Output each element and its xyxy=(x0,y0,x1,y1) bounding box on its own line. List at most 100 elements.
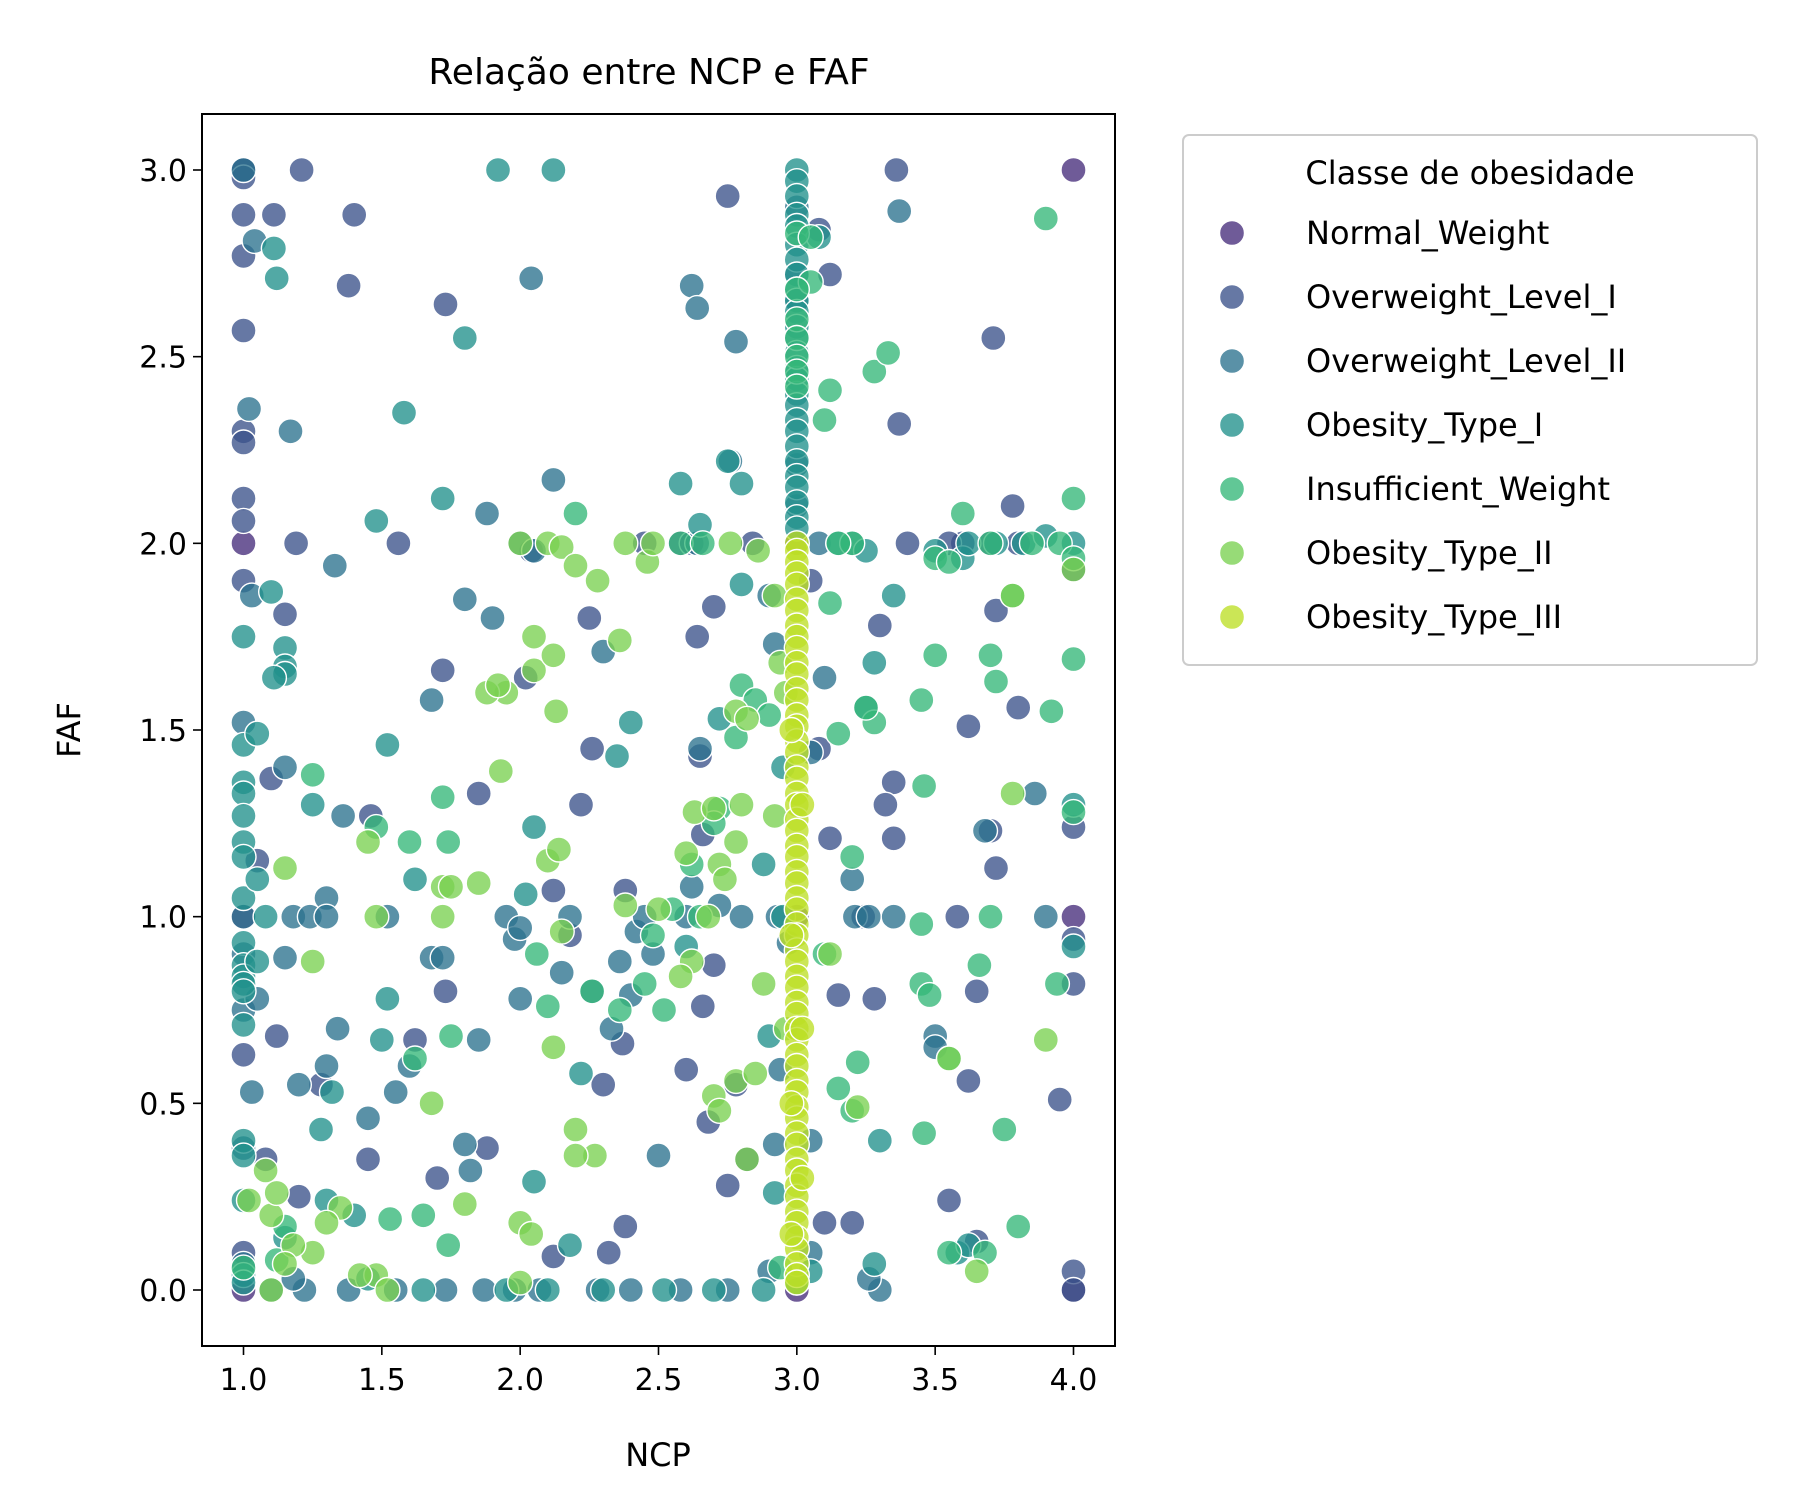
point-Insufficient_Weight-77 xyxy=(376,1205,404,1233)
point-Overweight_Level_I-48 xyxy=(944,903,971,930)
point-Overweight_Level_I-89 xyxy=(540,877,567,904)
point-Obesity_Type_I-2 xyxy=(260,235,288,262)
x-tick-label-5: 3.5 xyxy=(911,1363,959,1398)
point-Obesity_Type_II-84 xyxy=(374,1276,401,1304)
point-Obesity_Type_I-65 xyxy=(374,731,401,759)
point-Overweight_Level_II-55 xyxy=(678,873,705,900)
point-Obesity_Type_I-51 xyxy=(230,978,257,1005)
point-Overweight_Level_I-78 xyxy=(714,1172,741,1199)
legend-items: Normal_Weight Overweight_Level_I Overweigh… xyxy=(1218,214,1626,636)
point-Obesity_Type_II-34 xyxy=(518,1220,545,1248)
legend-marker-Obesity_Type_III xyxy=(1218,603,1246,631)
point-Overweight_Level_I-31 xyxy=(886,410,913,438)
point-Obesity_Type_II-11 xyxy=(520,657,548,684)
point-Obesity_Type_II-44 xyxy=(258,1276,285,1304)
point-Insufficient_Weight-25 xyxy=(1038,698,1065,725)
point-Overweight_Level_II-90 xyxy=(1032,903,1060,930)
point-Overweight_Level_I-82 xyxy=(590,1071,617,1098)
series-Obesity_Type_II xyxy=(235,530,1087,1304)
point-Insufficient_Weight-46 xyxy=(966,952,993,979)
point-Obesity_Type_I-58 xyxy=(244,866,271,893)
point-Overweight_Level_II-28 xyxy=(451,1131,478,1158)
point-Obesity_Type_II-65 xyxy=(733,1146,761,1173)
point-Obesity_Type_I-116 xyxy=(556,1231,584,1259)
x-tick-label-3: 2.5 xyxy=(635,1363,683,1398)
point-Obesity_Type_I-0 xyxy=(484,156,512,184)
point-Overweight_Level_II-38 xyxy=(507,914,534,942)
point-Obesity_Type_I-45 xyxy=(230,843,257,871)
point-Obesity_Type_II-10 xyxy=(520,623,548,650)
point-Obesity_Type_II-3 xyxy=(562,552,589,579)
point-Overweight_Level_I-51 xyxy=(963,978,990,1005)
point-Obesity_Type_I-92 xyxy=(512,881,539,908)
point-Obesity_Type_II-32 xyxy=(562,1142,589,1169)
point-Insufficient_Weight-47 xyxy=(977,903,1004,930)
point-Obesity_Type_II-56 xyxy=(728,791,755,818)
point-Overweight_Level_I-24 xyxy=(432,978,459,1005)
point-Overweight_Level_II-14 xyxy=(271,944,299,971)
x-axis-label: NCP xyxy=(625,1436,691,1474)
point-Obesity_Type_I-43 xyxy=(230,802,257,830)
point-Obesity_Type_II-8 xyxy=(639,530,667,557)
point-Overweight_Level_II-37 xyxy=(507,985,534,1012)
point-Obesity_Type_II-22 xyxy=(437,873,465,900)
point-Obesity_Type_I-70 xyxy=(429,485,456,512)
point-Overweight_Level_II-31 xyxy=(471,1276,498,1304)
point-Insufficient_Weight-75 xyxy=(435,1231,462,1259)
point-Overweight_Level_II-17 xyxy=(324,1015,351,1042)
point-Overweight_Level_I-44 xyxy=(872,791,899,818)
point-Obesity_Type_III-59 xyxy=(778,716,805,744)
legend-label-Normal_Weight: Normal_Weight xyxy=(1306,214,1549,252)
point-Obesity_Type_II-28 xyxy=(548,918,575,945)
point-Insufficient_Weight-69 xyxy=(523,940,550,968)
point-Overweight_Level_II-89 xyxy=(1021,780,1049,807)
point-Overweight_Level_II-21 xyxy=(313,903,340,930)
point-Insufficient_Weight-76 xyxy=(410,1202,437,1229)
point-Obesity_Type_I-114 xyxy=(861,1250,888,1278)
point-Obesity_Type_II-76 xyxy=(844,1093,871,1121)
legend-marker-Obesity_Type_II xyxy=(1218,539,1246,567)
point-Insufficient_Weight-42 xyxy=(935,1239,963,1266)
legend-frame xyxy=(1182,134,1758,666)
point-Obesity_Type_III-65 xyxy=(789,1164,816,1192)
point-Overweight_Level_II-25 xyxy=(418,686,445,714)
point-Obesity_Type_II-80 xyxy=(999,582,1026,609)
point-Obesity_Type_II-79 xyxy=(999,780,1026,807)
legend-label-Overweight_Level_II: Overweight_Level_II xyxy=(1306,342,1626,380)
point-Obesity_Type_II-36 xyxy=(418,1090,445,1117)
point-Obesity_Type_I-60 xyxy=(244,948,271,975)
point-Overweight_Level_II-19 xyxy=(285,1071,312,1098)
legend-label-Obesity_Type_I: Obesity_Type_I xyxy=(1306,406,1543,444)
point-Overweight_Level_II-58 xyxy=(684,294,711,322)
point-Obesity_Type_I-59 xyxy=(252,903,279,930)
point-Obesity_Type_I-67 xyxy=(374,985,401,1012)
point-Overweight_Level_I-68 xyxy=(839,1209,866,1237)
point-Insufficient_Weight-85 xyxy=(689,530,716,557)
point-Obesity_Type_II-49 xyxy=(271,854,299,882)
point-Overweight_Level_I-85 xyxy=(612,1213,639,1240)
point-Insufficient_Weight-13 xyxy=(1032,205,1060,232)
legend-label-Obesity_Type_II: Obesity_Type_II xyxy=(1306,534,1553,572)
point-Obesity_Type_I-93 xyxy=(617,709,644,736)
point-Obesity_Type_I-102 xyxy=(880,582,907,609)
legend-marker-Insufficient_Weight xyxy=(1218,475,1246,503)
point-Obesity_Type_I-75 xyxy=(650,1276,678,1304)
point-Overweight_Level_I-66 xyxy=(816,825,844,852)
point-Overweight_Level_I-19 xyxy=(271,601,299,628)
point-Overweight_Level_II-63 xyxy=(728,903,755,930)
point-Overweight_Level_II-30 xyxy=(457,1157,484,1184)
point-Obesity_Type_I-74 xyxy=(590,1276,617,1304)
point-Obesity_Type_II-4 xyxy=(584,567,611,594)
point-Overweight_Level_II-85 xyxy=(886,197,913,225)
y-axis: 0.0 0.5 1.0 1.5 2.0 2.5 3.0 xyxy=(139,154,202,1309)
point-Insufficient_Weight-37 xyxy=(839,843,866,871)
point-Overweight_Level_II-6 xyxy=(321,552,348,579)
point-Overweight_Level_II-16 xyxy=(313,1052,340,1080)
point-Overweight_Level_I-96 xyxy=(473,1134,501,1162)
point-Obesity_Type_III-62 xyxy=(778,1220,805,1248)
point-Insufficient_Weight-71 xyxy=(401,1045,429,1072)
point-Obesity_Type_III-58 xyxy=(783,1269,810,1296)
x-axis: 1.0 1.5 2.0 2.5 3.0 3.5 4.0 xyxy=(220,1346,1097,1398)
series-Overweight_Level_I xyxy=(230,156,1087,1304)
